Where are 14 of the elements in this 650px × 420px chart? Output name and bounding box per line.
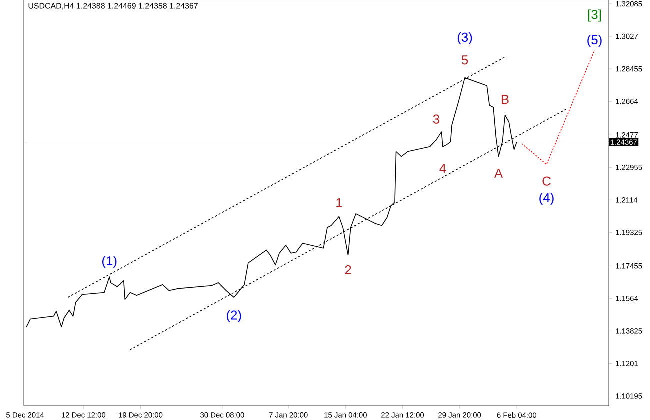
- annotation: A: [494, 168, 504, 178]
- annotation: (2): [227, 310, 242, 322]
- annotation: [3]: [588, 10, 602, 22]
- annotation: (3): [458, 32, 472, 45]
- annotation: (1): [102, 256, 117, 268]
- annotation: 2: [345, 265, 352, 275]
- annotation: C: [542, 176, 551, 186]
- annotation: 5: [462, 56, 468, 65]
- annotation: 3: [433, 114, 440, 124]
- annotation: 4: [440, 164, 446, 174]
- annotation: (5): [588, 35, 602, 48]
- annotation: B: [502, 95, 509, 104]
- annotation: (4): [540, 193, 554, 206]
- annotation: 1: [336, 198, 342, 208]
